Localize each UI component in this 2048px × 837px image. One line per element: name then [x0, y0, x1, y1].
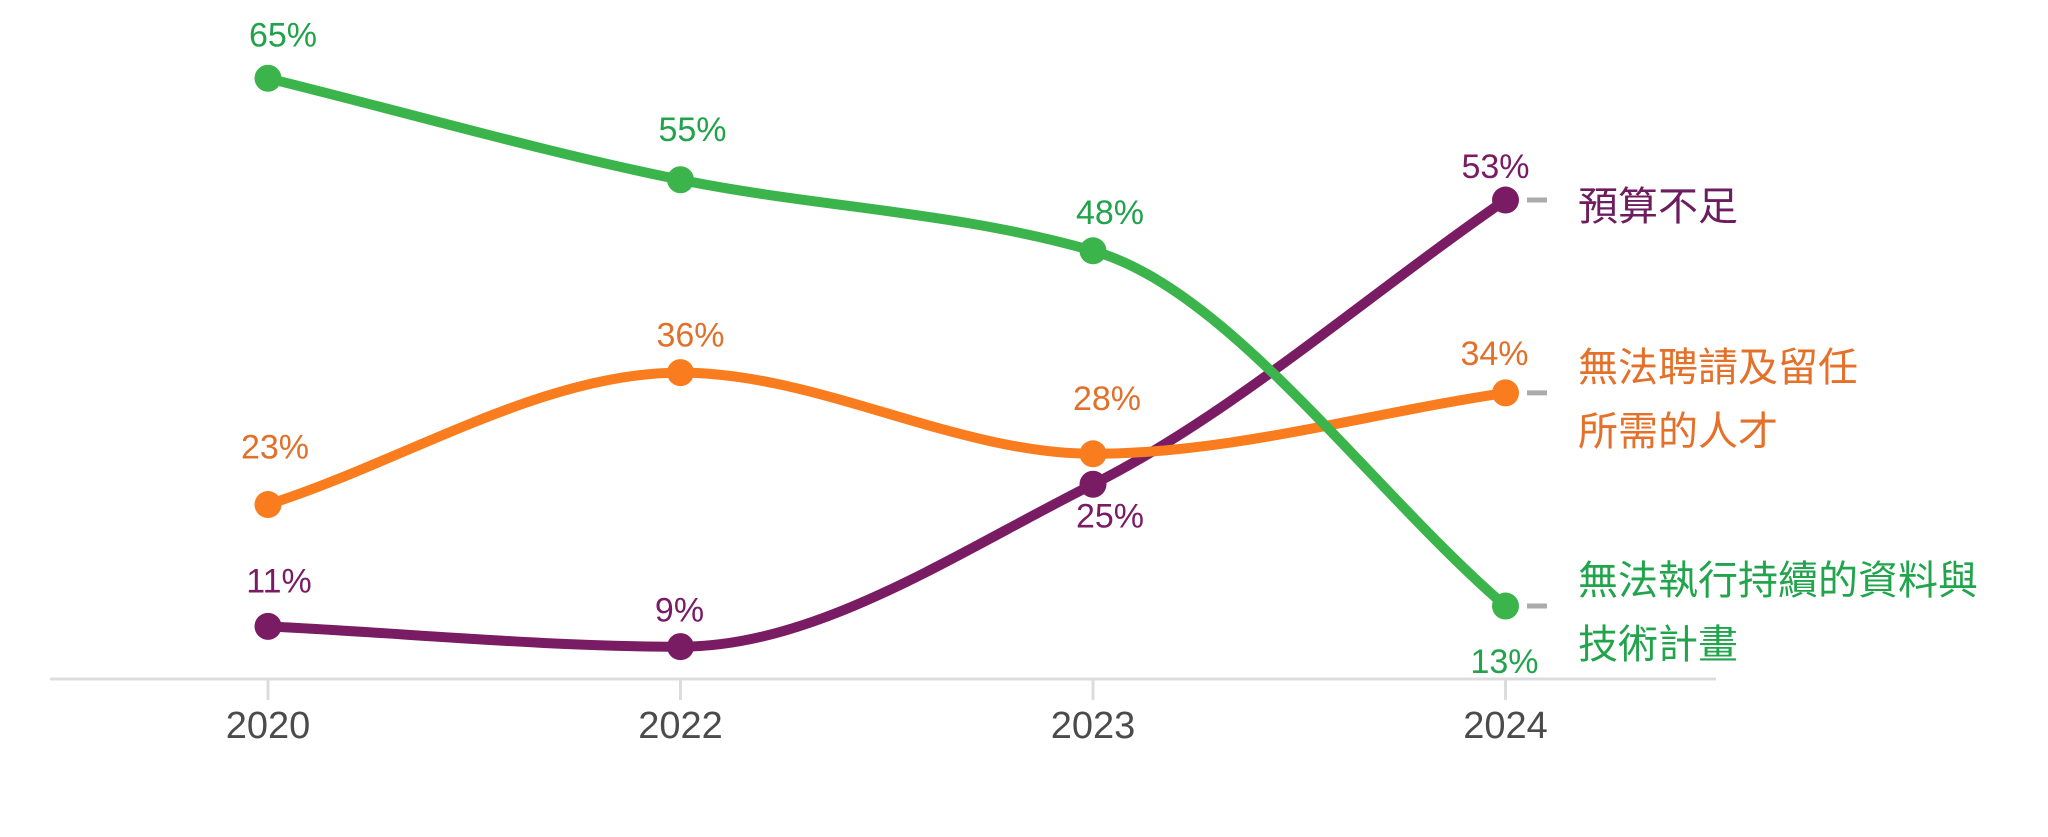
line-data-program — [263, 73, 1511, 612]
point-label-talent-2022: 36% — [656, 317, 724, 355]
point-data-program-2024 — [1492, 592, 1519, 620]
x-tick-label-2023: 2023 — [1051, 705, 1136, 747]
point-talent-2020 — [254, 491, 282, 519]
legend-label-data-program-line1: 無法執行持續的資料與 — [1578, 559, 1978, 603]
line-talent — [263, 367, 1511, 510]
point-data-program-2022 — [667, 166, 694, 194]
point-budget-2022 — [667, 633, 694, 661]
point-label-data-program-2023: 48% — [1076, 194, 1144, 232]
point-label-data-program-2020: 65% — [249, 16, 317, 54]
x-tick-label-2022: 2022 — [638, 705, 723, 747]
point-label-budget-2024: 53% — [1461, 148, 1529, 186]
point-label-budget-2022: 9% — [655, 592, 704, 630]
point-label-talent-2020: 23% — [241, 429, 309, 467]
legend-label-talent-line1: 無法聘請及留任 — [1578, 346, 1858, 390]
point-label-talent-2024: 34% — [1460, 335, 1528, 373]
x-tick-label-2020: 2020 — [226, 705, 311, 747]
series-data-program: 65% 55% 48% 13% — [249, 16, 1539, 681]
point-talent-2023 — [1079, 440, 1107, 468]
x-tick-label-2024: 2024 — [1463, 705, 1548, 747]
x-axis: 2020 2022 2023 2024 — [50, 677, 1716, 747]
point-label-budget-2023: 25% — [1076, 497, 1144, 535]
legend-budget: 預算不足 — [1527, 185, 1738, 229]
series-talent: 23% 36% 28% 34% — [241, 317, 1529, 519]
point-label-budget-2020: 11% — [246, 562, 312, 600]
point-budget-2020 — [254, 612, 282, 640]
legend-label-budget-line1: 預算不足 — [1578, 185, 1738, 229]
legend-label-talent-line2: 所需的人才 — [1578, 410, 1778, 454]
point-talent-2024 — [1492, 379, 1519, 407]
point-budget-2023 — [1079, 470, 1107, 498]
point-label-talent-2023: 28% — [1073, 380, 1141, 418]
point-budget-2024 — [1492, 186, 1519, 214]
point-label-data-program-2024: 13% — [1470, 643, 1538, 681]
legend-label-data-program-line2: 技術計畫 — [1578, 623, 1738, 667]
series-budget: 11% 9% 25% 53% — [246, 148, 1530, 661]
point-data-program-2020 — [254, 64, 282, 92]
point-talent-2022 — [667, 359, 694, 387]
point-data-program-2023 — [1079, 237, 1107, 265]
point-label-data-program-2022: 55% — [658, 111, 726, 149]
line-budget — [263, 195, 1511, 652]
